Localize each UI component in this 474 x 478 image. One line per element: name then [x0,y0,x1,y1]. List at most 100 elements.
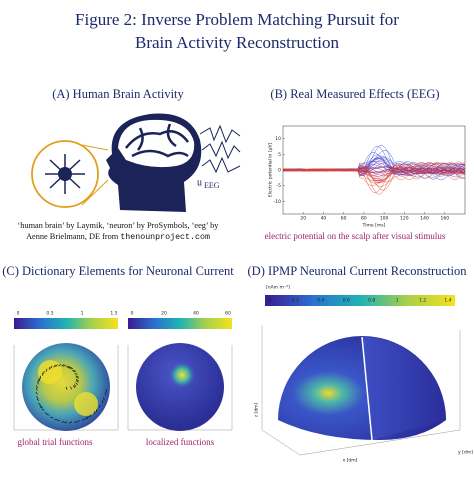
colorbar-tick-label: 20 [161,311,167,317]
vector-arrow [105,389,108,393]
colorbar-tick-label: 40 [193,311,199,317]
caption: electric potential on the scalp after vi… [265,231,446,241]
vector-arrow [75,382,78,385]
eeg-trace [282,161,466,195]
colorbar-tick-label: 0.4 [317,298,324,304]
x-axis-label: Time [ms] [362,223,386,229]
y-tick-label: 10 [275,136,281,142]
vector-arrow [77,420,80,423]
x-tick-label: 20 [300,216,306,222]
x-tick-label: 60 [341,216,347,222]
vector-arrow [37,381,39,385]
vector-arrow [61,421,65,423]
vector-arrow [55,364,58,367]
vector-arrow [75,375,79,378]
vector-arrow [63,364,67,367]
vector-arrow [74,420,77,424]
vector-arrow [50,365,53,369]
vector-arrow [65,365,70,368]
credit-url: thenounproject.com [120,232,210,242]
colorbar [265,295,455,306]
title-line: Brain Activity Reconstruction [135,33,339,52]
x-tick-label: 160 [440,216,449,222]
panel-heading: (C) Dictionary Elements for Neuronal Cur… [2,264,234,278]
vector-arrow [36,385,38,389]
y-axis-label: y [dm] [458,450,473,456]
panel-heading: (D) IPMP Neuronal Current Reconstruction [248,264,468,278]
z-axis-label: z [dm] [254,402,260,417]
x-tick-label: 140 [420,216,429,222]
vector-arrow [84,417,88,420]
vector-arrow [75,376,79,379]
vector-arrow [38,379,40,383]
colorbar-tick-label: 1.5 [110,311,117,317]
x-tick-label: 120 [400,216,409,222]
colorbar-tick-label: 1 [396,298,399,304]
panel-heading: (B) Real Measured Effects (EEG) [270,87,439,101]
colorbar-tick-label: 60 [225,311,231,317]
y-tick-label: 0 [278,168,281,174]
eeg-trace [282,162,466,188]
eeg-subscript: EEG [204,181,220,190]
vector-arrow [104,392,107,396]
eeg-trace [282,162,466,186]
sphere-global [13,343,119,431]
vector-arrow [39,405,43,408]
colorbar-tick-label: 1.4 [444,298,451,304]
vector-arrow [76,378,79,382]
colorbar-tick-label: 0.2 [292,298,299,304]
vector-arrow [35,391,38,395]
vector-arrow [41,408,45,411]
vector-arrow [70,386,72,390]
vector-arrow [86,416,89,420]
x-tick-label: 100 [380,216,389,222]
vector-arrow [75,380,79,383]
vector-arrow [56,420,60,422]
eeg-trace [282,162,466,183]
vector-arrow [58,364,62,367]
credit-line: ‘human brain’ by Laymik, ‘neuron’ by Pro… [18,221,220,230]
credit-line: Aenne Brielmann, DE from thenounproject.… [26,232,210,242]
caption: localized functions [146,437,215,447]
eeg-traces [282,145,466,195]
hemisphere [261,325,461,456]
vector-arrow [48,366,51,370]
vector-arrow [69,421,73,424]
vector-arrow [95,408,98,413]
vector-arrow [89,414,92,418]
vector-arrow [64,421,68,424]
colorbar-tick-label: 0.5 [46,311,53,317]
vector-arrow [93,411,96,415]
vector-arrow [81,418,85,422]
colorbar-tick-label: 1 [81,311,84,317]
y-tick-label: 5 [278,152,281,158]
panel-heading: (A) Human Brain Activity [52,87,184,101]
title-line: Figure 2: Inverse Problem Matching Pursu… [75,10,399,29]
vector-arrow [35,396,39,399]
vector-arrow [53,364,56,368]
x-tick-label: 40 [321,216,327,222]
vector-arrow [35,387,38,391]
colorbar-tick-label: 0.6 [343,298,350,304]
vector-arrow [65,386,68,390]
colorbar-tick-label: 0 [131,311,134,317]
colorbar-tick-label: 0 [17,311,20,317]
x-axis-label: x [dm] [343,458,358,464]
credit-text: Aenne Brielmann, DE from [26,232,120,241]
vector-arrow [68,367,72,369]
y-axis-label: Electric potential in [μV] [268,142,274,197]
colorbar-tick-label: 0 [269,298,272,304]
vector-arrow [36,398,40,402]
colorbar-tick-label: 0.8 [368,298,375,304]
vector-arrow [74,373,78,375]
vector-arrow [39,406,43,409]
vector-arrow [37,402,41,405]
vector-arrow [61,364,65,367]
vector-arrow [73,384,77,388]
sphere-local [127,343,233,431]
colorbar [128,318,232,329]
vector-arrow [67,366,71,368]
y-tick-label: -10 [274,199,281,205]
vector-arrow [72,385,76,389]
